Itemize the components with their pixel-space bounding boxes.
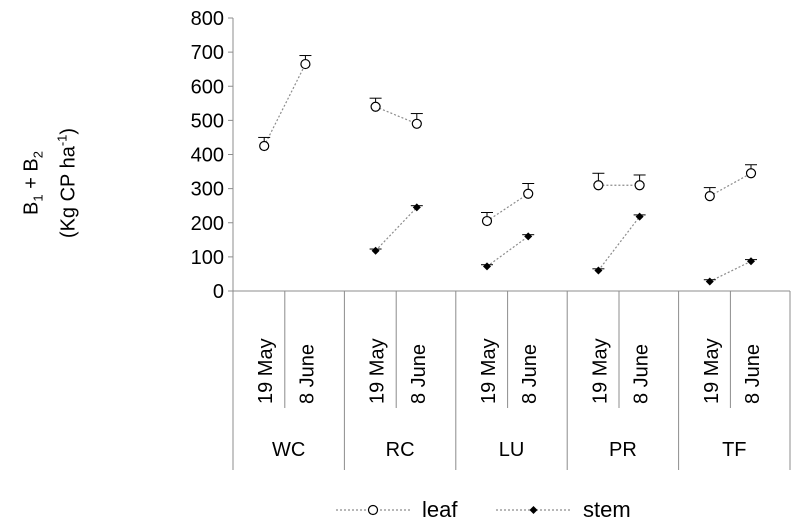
stem-point (747, 257, 756, 266)
leaf-point (411, 118, 422, 129)
leaf-point (481, 215, 493, 227)
leaf-point (634, 180, 645, 191)
stem-line (375, 206, 418, 252)
y-tick-label: 0 (213, 281, 224, 303)
legend-leaf-marker (367, 504, 379, 516)
y-tick-label: 300 (191, 179, 224, 201)
y-tick-label: 500 (191, 110, 224, 132)
stem-line (709, 260, 752, 282)
leaf-line (263, 63, 306, 147)
date-label: 19 May (367, 338, 389, 404)
group-label: PR (609, 439, 637, 461)
leaf-point (370, 101, 381, 112)
date-label: 19 May (701, 338, 723, 404)
leaf-point (704, 191, 715, 202)
y-tick-label: 400 (191, 145, 224, 167)
stem-point (371, 246, 380, 255)
legend-stem-marker (529, 506, 538, 514)
group-label: LU (499, 439, 525, 461)
legend-stem-label: stem (583, 497, 631, 522)
stem-point (635, 212, 644, 221)
leaf-point (300, 58, 311, 70)
stem-line (486, 235, 529, 267)
y-tick-label: 800 (191, 8, 224, 30)
leaf-point (523, 188, 534, 199)
stem-line (597, 216, 641, 271)
y-tick-label: 700 (191, 42, 224, 64)
stem-point (594, 266, 603, 275)
leaf-point (259, 140, 270, 152)
date-label: 19 May (589, 338, 611, 404)
date-label: 19 May (478, 338, 500, 404)
leaf-point (593, 180, 604, 191)
date-label: 8 June (408, 344, 430, 404)
date-label: 19 May (255, 338, 277, 404)
leaf-line (486, 193, 529, 222)
y-tick-label: 600 (191, 76, 224, 98)
stem-point (412, 203, 421, 212)
group-label: TF (722, 439, 746, 461)
stem-point (705, 277, 714, 286)
legend-leaf-label: leaf (422, 497, 458, 522)
date-label: 8 June (519, 344, 541, 404)
group-label: WC (272, 439, 305, 461)
group-label: RC (386, 439, 415, 461)
date-label: 8 June (742, 344, 764, 404)
leaf-line (709, 172, 752, 197)
y-tick-label: 200 (191, 213, 224, 235)
date-label: 8 June (631, 344, 653, 404)
stem-point (524, 232, 533, 241)
y-tick-label: 100 (191, 247, 224, 269)
leaf-line (375, 106, 418, 125)
date-label: 8 June (296, 344, 318, 404)
leaf-point (745, 168, 757, 179)
stem-point (482, 262, 491, 271)
